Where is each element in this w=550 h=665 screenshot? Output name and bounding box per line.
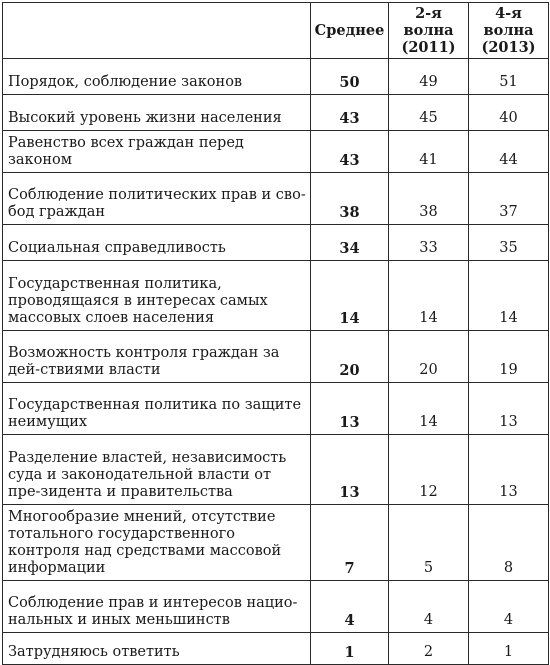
header-wave-2-year: (2011) [401,39,456,56]
table-row: Соблюдение прав и интересов нацио-нальны… [2,580,549,633]
header-wave-4-title: 4-я волна [483,5,534,39]
row-wave-4: 40 [468,94,549,131]
row-wave-2: 38 [388,172,469,225]
row-label: Соблюдение политических прав и сво-бод г… [2,172,311,225]
row-average: 14 [310,260,389,331]
table-row: Социальная справедливость 34 33 35 [2,224,549,261]
row-wave-2: 14 [388,382,469,435]
row-label: Равенство всех граждан перед законом [2,130,311,173]
row-label: Многообразие мнений, отсутствие тотально… [2,504,311,581]
table-row: Высокий уровень жизни населения 43 45 40 [2,94,549,131]
row-average: 43 [310,94,389,131]
row-average: 34 [310,224,389,261]
table-row: Равенство всех граждан перед законом 43 … [2,130,549,173]
row-wave-2: 14 [388,260,469,331]
row-average: 43 [310,130,389,173]
row-average: 4 [310,580,389,633]
row-label: Соблюдение прав и интересов нацио-нальны… [2,580,311,633]
row-label: Государственная политика, проводящаяся в… [2,260,311,331]
row-wave-2: 33 [388,224,469,261]
table-row: Разделение властей, независимость суда и… [2,434,549,505]
row-average: 7 [310,504,389,581]
table-row: Соблюдение политических прав и сво-бод г… [2,172,549,225]
row-wave-2: 49 [388,58,469,95]
row-average: 38 [310,172,389,225]
row-wave-4: 4 [468,580,549,633]
row-label: Разделение властей, независимость суда и… [2,434,311,505]
table-row: Государственная политика по защите неиму… [2,382,549,435]
header-row: Среднее 2-я волна (2011) 4-я волна (2013… [2,2,549,59]
header-wave-2-title: 2-я волна [403,5,454,39]
header-wave-2: 2-я волна (2011) [388,2,469,59]
header-wave-4: 4-я волна (2013) [468,2,549,59]
row-average: 20 [310,330,389,383]
header-wave-4-year: (2013) [481,39,536,56]
row-label: Социальная справедливость [2,224,311,261]
row-average: 13 [310,382,389,435]
table-row: Затрудняюсь ответить 1 2 1 [2,632,549,665]
row-wave-2: 41 [388,130,469,173]
row-wave-4: 8 [468,504,549,581]
table-row: Порядок, соблюдение законов 50 49 51 [2,58,549,95]
row-average: 50 [310,58,389,95]
row-wave-4: 51 [468,58,549,95]
row-wave-4: 35 [468,224,549,261]
row-label: Возможность контроля граждан за дей-стви… [2,330,311,383]
header-label-cell [2,2,311,59]
row-wave-2: 4 [388,580,469,633]
row-wave-4: 37 [468,172,549,225]
row-wave-2: 5 [388,504,469,581]
row-wave-4: 19 [468,330,549,383]
row-wave-2: 12 [388,434,469,505]
table-row: Государственная политика, проводящаяся в… [2,260,549,331]
table-row: Возможность контроля граждан за дей-стви… [2,330,549,383]
row-wave-4: 44 [468,130,549,173]
row-wave-2: 20 [388,330,469,383]
row-label: Государственная политика по защите неиму… [2,382,311,435]
row-wave-4: 13 [468,382,549,435]
header-average: Среднее [310,2,389,59]
row-wave-4: 13 [468,434,549,505]
row-wave-4: 14 [468,260,549,331]
row-wave-2: 2 [388,632,469,665]
row-average: 13 [310,434,389,505]
row-label: Порядок, соблюдение законов [2,58,311,95]
row-label: Затрудняюсь ответить [2,632,311,665]
row-wave-2: 45 [388,94,469,131]
row-label: Высокий уровень жизни населения [2,94,311,131]
row-wave-4: 1 [468,632,549,665]
table-row: Многообразие мнений, отсутствие тотально… [2,504,549,581]
row-average: 1 [310,632,389,665]
